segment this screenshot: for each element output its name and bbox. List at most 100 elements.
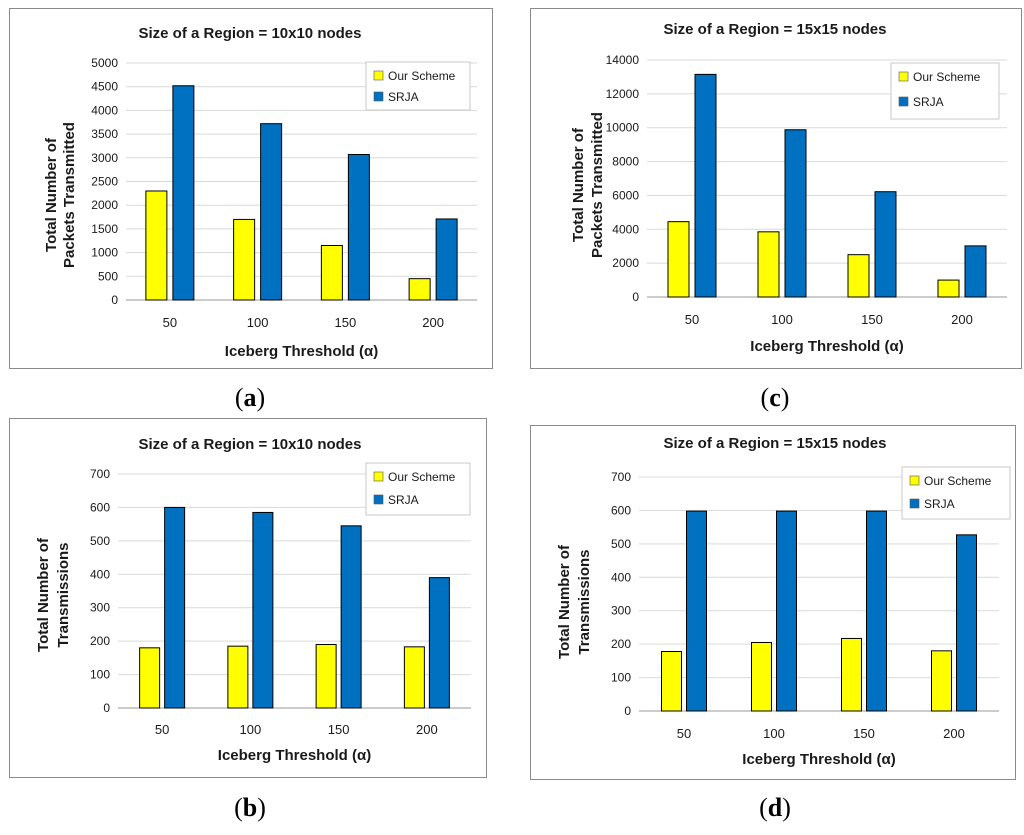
x-tick-label-d: 150: [853, 726, 875, 741]
y-tick-label-a: 1000: [91, 246, 118, 260]
chart-panel-b: Size of a Region = 10x10 nodes 0 100 200 300…: [9, 418, 487, 778]
chart-svg-b: Size of a Region = 10x10 nodes 0 100 200 300…: [35, 436, 471, 764]
x-tick-label-a: 200: [422, 315, 444, 330]
chart-svg-d: Size of a Region = 15x15 nodes 0 100 200 300…: [556, 435, 1011, 768]
legend-swatch-c: [898, 96, 909, 107]
y-tick-label-c: 14000: [606, 53, 640, 67]
y-tick-label-c: 2000: [612, 256, 639, 270]
legend-label-c: Our Scheme: [913, 70, 981, 84]
y-tick-label-b: 200: [90, 634, 110, 648]
x-axis-title-d: Iceberg Threshold (α): [742, 751, 895, 768]
bar-c-our-scheme: [937, 279, 960, 298]
chart-panel-c: Size of a Region = 15x15 nodes 0 2000 4000 6…: [530, 8, 1022, 369]
y-tick-label-a: 4000: [91, 103, 118, 117]
y-tick-label-d: 400: [611, 570, 631, 584]
x-tick-label-b: 50: [155, 722, 169, 737]
y-axis-title-b: Total Number of: [35, 537, 52, 652]
bar-a-our-scheme: [320, 244, 343, 301]
legend-label-d: SRJA: [924, 497, 955, 511]
bar-a-srja: [347, 153, 370, 301]
bar-d-srja: [776, 510, 797, 712]
y-tick-label-d: 600: [611, 503, 631, 517]
legend-box-c: [890, 62, 1000, 120]
chart-panel-d: Size of a Region = 15x15 nodes 0 100 200 300…: [530, 425, 1016, 780]
bar-c-srja: [784, 129, 807, 298]
y-tick-label-c: 12000: [606, 87, 640, 101]
y-tick-label-c: 4000: [612, 222, 639, 236]
x-tick-label-d: 200: [943, 726, 965, 741]
y-tick-label-a: 3500: [91, 127, 118, 141]
bar-b-our-scheme: [315, 643, 337, 709]
chart-svg-c: Size of a Region = 15x15 nodes 0 2000 4000 6…: [570, 21, 1007, 355]
x-tick-label-a: 150: [335, 315, 357, 330]
chart-panel-a: Size of a Region = 10x10 nodes 0 500 1000 15…: [9, 8, 493, 369]
caption-d-letter: d: [767, 793, 783, 822]
chart-svg-a: Size of a Region = 10x10 nodes 0 500 1000 15…: [43, 25, 477, 360]
y-axis-title-a: Packets Transmitted: [61, 122, 78, 268]
y-tick-label-b: 600: [90, 500, 110, 514]
bar-b-srja: [428, 577, 450, 709]
x-tick-label-c: 150: [861, 312, 883, 327]
legend-swatch-a: [373, 91, 384, 102]
y-tick-label-b: 100: [90, 668, 110, 682]
legend-label-b: Our Scheme: [388, 470, 456, 484]
bar-a-our-scheme: [408, 278, 431, 301]
y-tick-label-d: 500: [611, 537, 631, 551]
caption-b: (b): [234, 793, 266, 822]
legend-swatch-b: [373, 471, 384, 482]
bar-a-srja: [260, 123, 283, 301]
y-axis-title-b: Transmissions: [55, 542, 72, 647]
y-axis-title-a: Total Number of: [43, 137, 60, 252]
bar-d-srja: [866, 510, 887, 712]
y-tick-label-b: 0: [103, 701, 110, 715]
bar-d-our-scheme: [661, 650, 682, 712]
y-tick-label-d: 700: [611, 470, 631, 484]
legend-label-a: SRJA: [388, 90, 419, 104]
y-tick-label-d: 300: [611, 604, 631, 618]
y-tick-label-d: 0: [624, 704, 631, 718]
y-tick-label-c: 0: [632, 290, 639, 304]
y-tick-label-d: 100: [611, 671, 631, 685]
y-tick-label-a: 5000: [91, 56, 118, 70]
chart-title-a: Size of a Region = 10x10 nodes: [139, 25, 362, 42]
legend-label-a: Our Scheme: [388, 69, 456, 83]
caption-c-letter: c: [769, 383, 781, 412]
legend-swatch-b: [373, 494, 384, 505]
x-tick-label-c: 200: [951, 312, 973, 327]
chart-title-c: Size of a Region = 15x15 nodes: [664, 21, 887, 38]
y-tick-label-a: 2000: [91, 198, 118, 212]
bar-d-our-scheme: [931, 650, 952, 712]
bar-c-srja: [694, 73, 717, 298]
x-tick-label-d: 100: [763, 726, 785, 741]
bar-a-our-scheme: [145, 190, 168, 301]
y-tick-label-a: 3000: [91, 151, 118, 165]
y-tick-label-a: 500: [98, 269, 118, 283]
y-tick-label-c: 8000: [612, 155, 639, 169]
bar-a-srja: [435, 218, 458, 301]
legend-box-b: [365, 462, 471, 516]
bar-d-our-scheme: [841, 637, 862, 712]
y-tick-label-a: 2500: [91, 175, 118, 189]
legend-swatch-d: [909, 475, 920, 486]
caption-a-letter: a: [243, 383, 257, 412]
bar-b-our-scheme: [227, 645, 249, 709]
bar-c-our-scheme: [667, 221, 690, 298]
x-axis-title-c: Iceberg Threshold (α): [750, 338, 903, 355]
x-tick-label-b: 100: [240, 722, 262, 737]
y-tick-label-c: 6000: [612, 188, 639, 202]
y-tick-label-d: 200: [611, 637, 631, 651]
x-tick-label-a: 100: [247, 315, 269, 330]
y-axis-title-c: Packets Transmitted: [589, 112, 606, 258]
legend-box-a: [365, 61, 471, 111]
y-tick-label-b: 300: [90, 601, 110, 615]
bar-b-srja: [252, 511, 274, 709]
legend-swatch-d: [909, 498, 920, 509]
legend-label-c: SRJA: [913, 95, 944, 109]
bar-c-our-scheme: [847, 254, 870, 298]
bar-d-srja: [686, 510, 707, 712]
bar-d-srja: [956, 534, 977, 712]
legend-label-d: Our Scheme: [924, 474, 992, 488]
caption-c: (c): [760, 383, 790, 412]
y-tick-label-b: 400: [90, 567, 110, 581]
legend-box-d: [901, 466, 1011, 520]
